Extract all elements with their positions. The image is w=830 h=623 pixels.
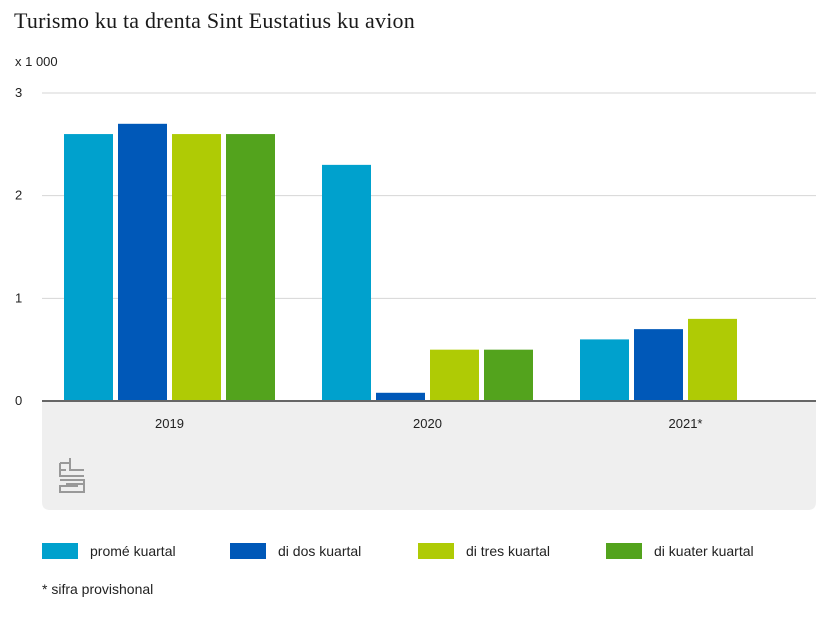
bar	[172, 134, 221, 402]
x-tick-label: 2019	[155, 416, 184, 431]
y-tick-label: 2	[15, 188, 22, 203]
bar	[118, 123, 167, 402]
bar	[484, 349, 533, 401]
footnote: * sifra provishonal	[42, 581, 154, 597]
legend-swatch	[42, 543, 78, 559]
bar	[226, 134, 275, 402]
bar	[688, 318, 737, 401]
bar	[430, 349, 479, 401]
x-tick-label: 2021*	[669, 416, 703, 431]
legend-label: di tres kuartal	[466, 543, 551, 559]
legend-swatch	[418, 543, 454, 559]
legend-item[interactable]: di dos kuartal	[230, 543, 418, 559]
y-tick-label: 1	[15, 290, 22, 305]
legend-item[interactable]: di kuater kuartal	[606, 543, 794, 559]
chart-title: Turismo ku ta drenta Sint Eustatius ku a…	[14, 8, 415, 33]
x-tick-label: 2020	[413, 416, 442, 431]
bar	[376, 392, 425, 401]
bar-chart: 0 1 2 3 2019 2020 2021*	[15, 85, 816, 510]
legend-swatch	[606, 543, 642, 559]
bar	[64, 134, 113, 402]
bar	[580, 339, 629, 401]
legend-swatch	[230, 543, 266, 559]
bar	[322, 164, 371, 401]
legend-label: di kuater kuartal	[654, 543, 754, 559]
legend-item[interactable]: promé kuartal	[42, 543, 230, 559]
legend-label: di dos kuartal	[278, 543, 362, 559]
y-unit-label: x 1 000	[15, 54, 58, 69]
legend-label: promé kuartal	[90, 543, 176, 559]
y-tick-label: 3	[15, 85, 22, 100]
cbs-logo-icon	[59, 458, 85, 493]
legend-item[interactable]: di tres kuartal	[418, 543, 606, 559]
axis-panel	[42, 401, 816, 510]
y-tick-label: 0	[15, 393, 22, 408]
legend: promé kuartal di dos kuartal di tres kua…	[42, 543, 794, 559]
bar	[634, 329, 683, 401]
